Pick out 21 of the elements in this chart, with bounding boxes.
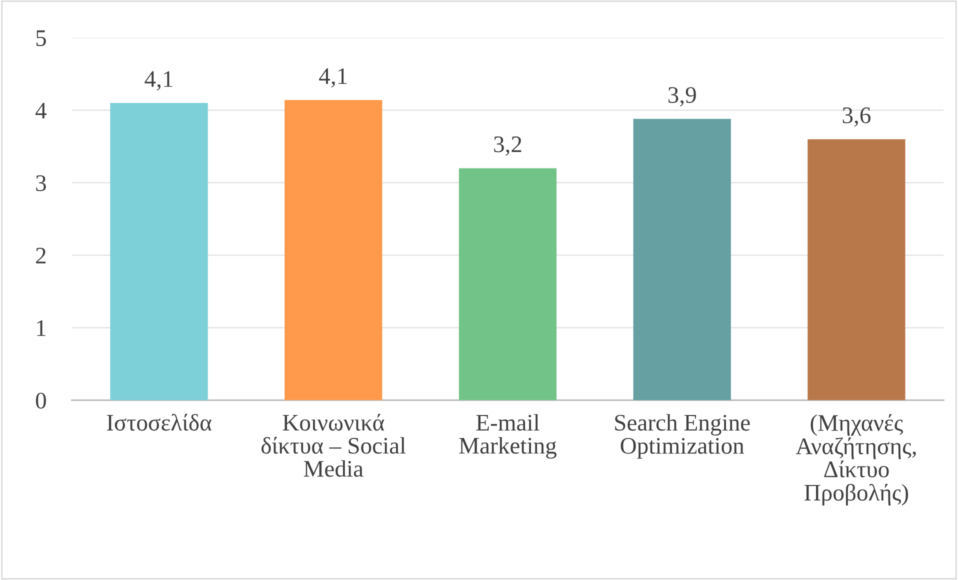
y-tick-label: 3: [36, 175, 46, 192]
x-tick-label: Ιστοσελίδα: [106, 414, 212, 431]
y-tick-label: 2: [36, 248, 46, 264]
y-tick-label: 1: [37, 320, 46, 336]
y-tick-label: 5: [36, 30, 46, 46]
data-label: 3,2: [494, 136, 522, 156]
x-tick-label: Search Engine Optimization: [615, 414, 750, 459]
data-label: 3,9: [668, 87, 696, 106]
x-tick-label: E-mail Marketing: [459, 414, 556, 459]
data-label: 4,1: [319, 68, 347, 88]
x-tick-label: Κοινωνικά δίκτυα – Social Media: [261, 414, 406, 477]
y-tick-label: 0: [36, 392, 46, 409]
data-label: 4,1: [144, 71, 172, 90]
bar: [110, 102, 208, 400]
data-label: 3,6: [842, 107, 871, 127]
bar: [633, 118, 731, 400]
bar: [284, 100, 382, 400]
y-tick-label: 4: [36, 102, 46, 118]
bar: [458, 168, 557, 400]
x-tick-label: (Μηχανές Αναζήτησης, Δίκτυο Προβολής): [796, 414, 916, 506]
bar: [808, 139, 906, 400]
